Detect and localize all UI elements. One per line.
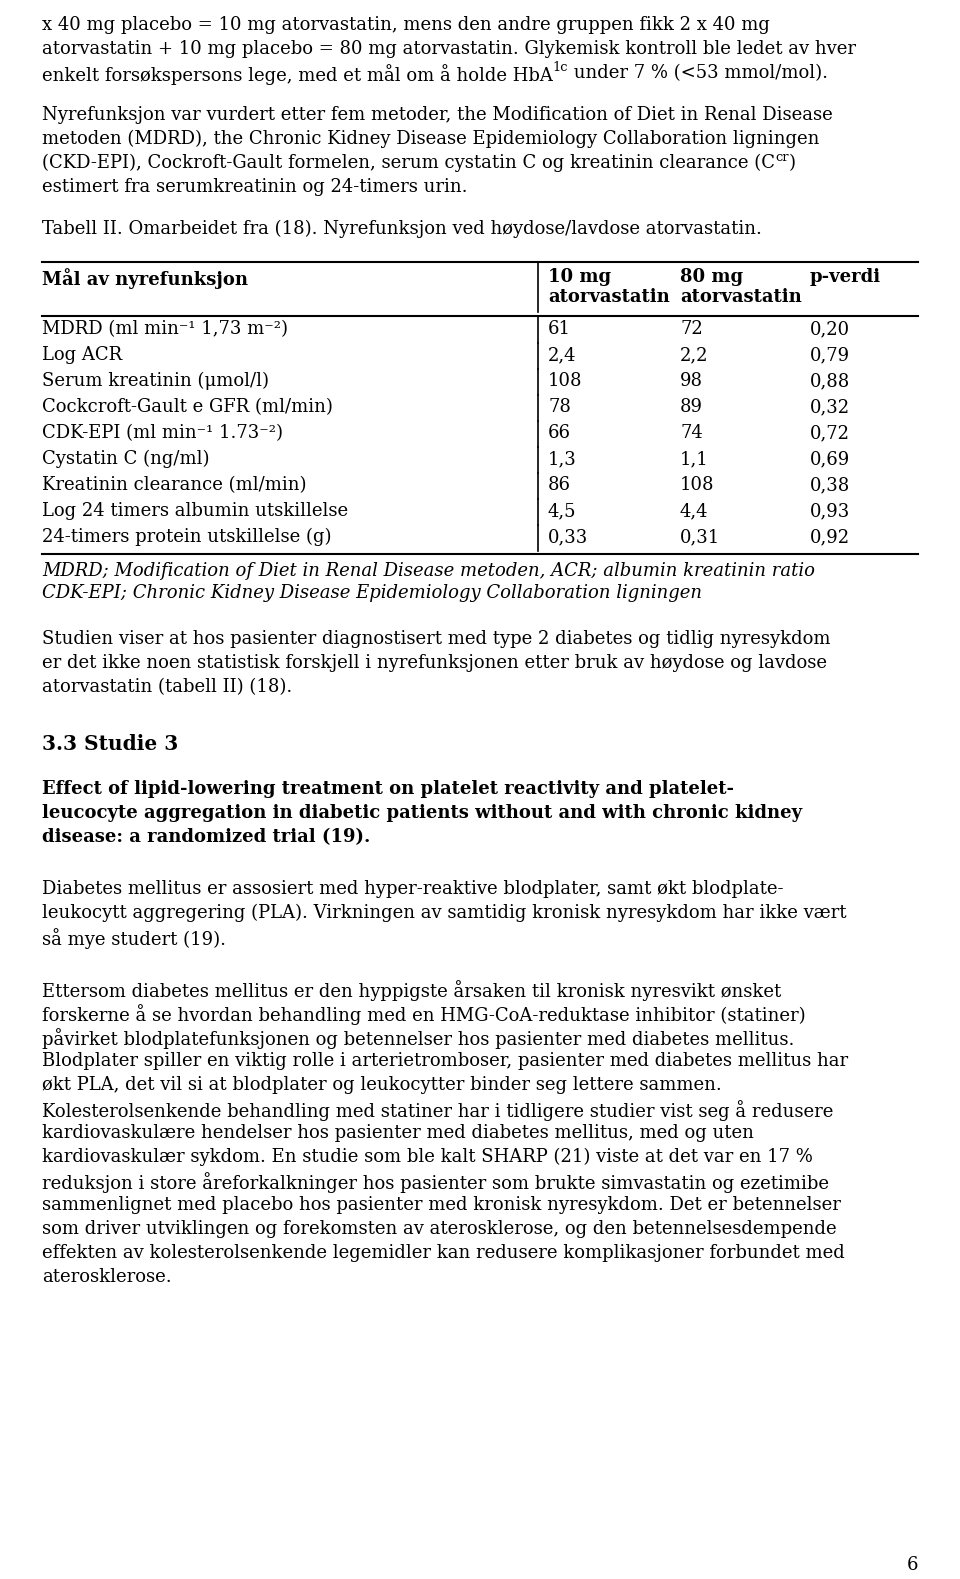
- Text: er det ikke noen statistisk forskjell i nyrefunksjonen etter bruk av høydose og : er det ikke noen statistisk forskjell i …: [42, 654, 827, 673]
- Text: estimert fra serumkreatinin og 24-timers urin.: estimert fra serumkreatinin og 24-timers…: [42, 178, 468, 196]
- Text: 3.3 Studie 3: 3.3 Studie 3: [42, 734, 179, 755]
- Text: x 40 mg placebo = 10 mg atorvastatin, mens den andre gruppen fikk 2 x 40 mg: x 40 mg placebo = 10 mg atorvastatin, me…: [42, 16, 770, 35]
- Text: 72: 72: [680, 321, 703, 338]
- Text: sammenlignet med placebo hos pasienter med kronisk nyresykdom. Det er betennelse: sammenlignet med placebo hos pasienter m…: [42, 1195, 841, 1214]
- Text: ): ): [788, 155, 796, 172]
- Text: 108: 108: [548, 373, 583, 390]
- Text: 4,5: 4,5: [548, 502, 577, 519]
- Text: 2,2: 2,2: [680, 346, 708, 365]
- Text: leukocytt aggregering (PLA). Virkningen av samtidig kronisk nyresykdom har ikke : leukocytt aggregering (PLA). Virkningen …: [42, 905, 847, 922]
- Text: CDK-EPI (ml min⁻¹ 1.73⁻²): CDK-EPI (ml min⁻¹ 1.73⁻²): [42, 425, 283, 442]
- Text: 108: 108: [680, 475, 714, 494]
- Text: Serum kreatinin (μmol/l): Serum kreatinin (μmol/l): [42, 373, 269, 390]
- Text: påvirket blodplatefunksjonen og betennelser hos pasienter med diabetes mellitus.: påvirket blodplatefunksjonen og betennel…: [42, 1028, 794, 1048]
- Text: p-verdi: p-verdi: [810, 268, 881, 286]
- Text: 66: 66: [548, 425, 571, 442]
- Text: 0,33: 0,33: [548, 527, 588, 546]
- Text: kardiovaskulær sykdom. En studie som ble kalt SHARP (21) viste at det var en 17 : kardiovaskulær sykdom. En studie som ble…: [42, 1148, 813, 1167]
- Text: Log ACR: Log ACR: [42, 346, 122, 365]
- Text: Tabell II. Omarbeidet fra (18). Nyrefunksjon ved høydose/lavdose atorvastatin.: Tabell II. Omarbeidet fra (18). Nyrefunk…: [42, 219, 762, 238]
- Text: 0,69: 0,69: [810, 450, 851, 467]
- Text: Log 24 timers albumin utskillelse: Log 24 timers albumin utskillelse: [42, 502, 348, 519]
- Text: Ettersom diabetes mellitus er den hyppigste årsaken til kronisk nyresvikt ønsket: Ettersom diabetes mellitus er den hyppig…: [42, 981, 781, 1001]
- Text: 0,38: 0,38: [810, 475, 851, 494]
- Text: 10 mg: 10 mg: [548, 268, 612, 286]
- Text: som driver utviklingen og forekomsten av aterosklerose, og den betennelsesdempen: som driver utviklingen og forekomsten av…: [42, 1221, 836, 1238]
- Text: 0,72: 0,72: [810, 425, 850, 442]
- Text: CDK-EPI; Chronic Kidney Disease Epidemiology Collaboration ligningen: CDK-EPI; Chronic Kidney Disease Epidemio…: [42, 584, 702, 602]
- Text: disease: a randomized trial (19).: disease: a randomized trial (19).: [42, 827, 371, 846]
- Text: 89: 89: [680, 398, 703, 415]
- Text: MDRD; Modification of Diet in Renal Disease metoden, ACR; albumin kreatinin rati: MDRD; Modification of Diet in Renal Dise…: [42, 562, 815, 579]
- Text: metoden (MDRD), the Chronic Kidney Disease Epidemiology Collaboration ligningen: metoden (MDRD), the Chronic Kidney Disea…: [42, 129, 820, 148]
- Text: Kreatinin clearance (ml/min): Kreatinin clearance (ml/min): [42, 475, 306, 494]
- Text: (CKD-EPI), Cockroft-Gault formelen, serum cystatin C og kreatinin clearance (C: (CKD-EPI), Cockroft-Gault formelen, seru…: [42, 155, 775, 172]
- Text: reduksjon i store åreforkalkninger hos pasienter som brukte simvastatin og ezeti: reduksjon i store åreforkalkninger hos p…: [42, 1172, 829, 1194]
- Text: 61: 61: [548, 321, 571, 338]
- Text: 86: 86: [548, 475, 571, 494]
- Text: 2,4: 2,4: [548, 346, 577, 365]
- Text: atorvastatin + 10 mg placebo = 80 mg atorvastatin. Glykemisk kontroll ble ledet : atorvastatin + 10 mg placebo = 80 mg ato…: [42, 39, 856, 58]
- Text: atorvastatin: atorvastatin: [680, 287, 802, 306]
- Text: aterosklerose.: aterosklerose.: [42, 1268, 172, 1285]
- Text: 0,32: 0,32: [810, 398, 851, 415]
- Text: kardiovaskulære hendelser hos pasienter med diabetes mellitus, med og uten: kardiovaskulære hendelser hos pasienter …: [42, 1124, 754, 1142]
- Text: 4,4: 4,4: [680, 502, 708, 519]
- Text: 1,1: 1,1: [680, 450, 708, 467]
- Text: Cockcroft-Gault e GFR (ml/min): Cockcroft-Gault e GFR (ml/min): [42, 398, 333, 415]
- Text: Blodplater spiller en viktig rolle i arterietromboser, pasienter med diabetes me: Blodplater spiller en viktig rolle i art…: [42, 1052, 848, 1071]
- Text: 0,79: 0,79: [810, 346, 851, 365]
- Text: Mål av nyrefunksjon: Mål av nyrefunksjon: [42, 268, 248, 289]
- Text: så mye studert (19).: så mye studert (19).: [42, 928, 226, 949]
- Text: leucocyte aggregation in diabetic patients without and with chronic kidney: leucocyte aggregation in diabetic patien…: [42, 804, 803, 823]
- Text: 0,88: 0,88: [810, 373, 851, 390]
- Text: atorvastatin (tabell II) (18).: atorvastatin (tabell II) (18).: [42, 677, 292, 696]
- Text: Effect of lipid-lowering treatment on platelet reactivity and platelet-: Effect of lipid-lowering treatment on pl…: [42, 780, 734, 797]
- Text: cr: cr: [775, 152, 788, 164]
- Text: 0,31: 0,31: [680, 527, 720, 546]
- Text: Diabetes mellitus er assosiert med hyper-reaktive blodplater, samt økt blodplate: Diabetes mellitus er assosiert med hyper…: [42, 880, 783, 898]
- Text: 74: 74: [680, 425, 703, 442]
- Text: forskerne å se hvordan behandling med en HMG-CoA-reduktase inhibitor (statiner): forskerne å se hvordan behandling med en…: [42, 1004, 805, 1025]
- Text: under 7 % (<53 mmol/mol).: under 7 % (<53 mmol/mol).: [568, 65, 828, 82]
- Text: 1,3: 1,3: [548, 450, 577, 467]
- Text: 1c: 1c: [553, 62, 568, 74]
- Text: økt PLA, det vil si at blodplater og leukocytter binder seg lettere sammen.: økt PLA, det vil si at blodplater og leu…: [42, 1075, 722, 1094]
- Text: 0,92: 0,92: [810, 527, 851, 546]
- Text: 98: 98: [680, 373, 703, 390]
- Text: enkelt forsøkspersons lege, med et mål om å holde HbA: enkelt forsøkspersons lege, med et mål o…: [42, 65, 553, 85]
- Text: Kolesterolsenkende behandling med statiner har i tidligere studier vist seg å re: Kolesterolsenkende behandling med statin…: [42, 1101, 833, 1121]
- Text: 0,20: 0,20: [810, 321, 851, 338]
- Text: Cystatin C (ng/ml): Cystatin C (ng/ml): [42, 450, 209, 469]
- Text: MDRD (ml min⁻¹ 1,73 m⁻²): MDRD (ml min⁻¹ 1,73 m⁻²): [42, 321, 288, 338]
- Text: 78: 78: [548, 398, 571, 415]
- Text: atorvastatin: atorvastatin: [548, 287, 670, 306]
- Text: effekten av kolesterolsenkende legemidler kan redusere komplikasjoner forbundet : effekten av kolesterolsenkende legemidle…: [42, 1244, 845, 1262]
- Text: Nyrefunksjon var vurdert etter fem metoder, the Modification of Diet in Renal Di: Nyrefunksjon var vurdert etter fem metod…: [42, 106, 832, 125]
- Text: 80 mg: 80 mg: [680, 268, 743, 286]
- Text: 24-timers protein utskillelse (g): 24-timers protein utskillelse (g): [42, 527, 331, 546]
- Text: 0,93: 0,93: [810, 502, 851, 519]
- Text: Studien viser at hos pasienter diagnostisert med type 2 diabetes og tidlig nyres: Studien viser at hos pasienter diagnosti…: [42, 630, 830, 647]
- Text: 6: 6: [906, 1555, 918, 1574]
